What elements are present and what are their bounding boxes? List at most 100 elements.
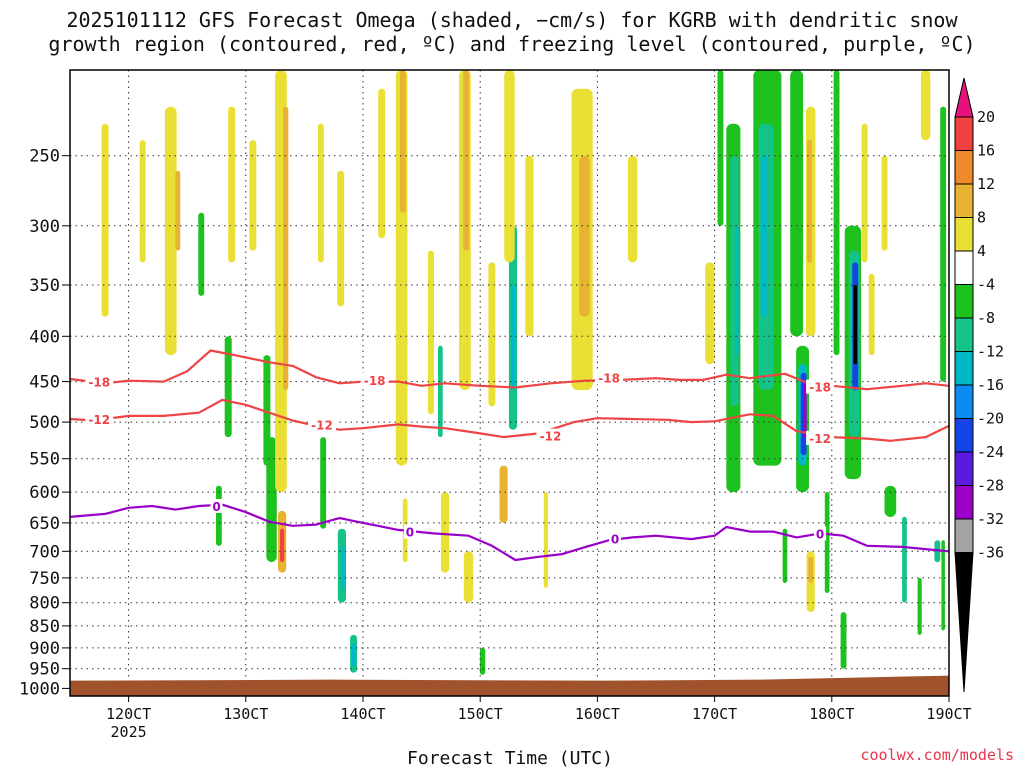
x-tick-label: 170CT [692, 705, 737, 723]
colorbar-label: 20 [977, 108, 995, 126]
x-tick-label: 160CT [575, 705, 620, 723]
x-tick-label: 120CT [106, 705, 151, 723]
omega-cell [853, 285, 857, 365]
contour-label: -12 [88, 413, 110, 427]
y-tick-label: 550 [29, 450, 60, 470]
colorbar-box [954, 451, 974, 486]
colorbar-label: -36 [977, 544, 1004, 562]
contour-label: -12 [311, 418, 333, 432]
omega-cell [627, 155, 638, 263]
colorbar-box [954, 317, 974, 352]
contour-label-bg [210, 499, 223, 513]
contour-label-bg [814, 526, 827, 541]
omega-cell [499, 465, 508, 523]
omega-cell [917, 577, 922, 635]
contour-label: -18 [809, 381, 831, 395]
y-tick-label: 500 [29, 413, 60, 433]
contour-label: -12 [540, 430, 562, 444]
omega-cell [263, 355, 271, 466]
contour-label: 0 [611, 533, 619, 547]
omega-cell [215, 485, 222, 546]
y-tick-label: 350 [29, 276, 60, 296]
plot-frame [69, 69, 950, 697]
omega-cell [164, 106, 177, 356]
omega-cell [902, 516, 907, 603]
omega-cell [579, 155, 590, 317]
y-tick-label: 950 [29, 660, 60, 680]
y-tick-label: 1000 [19, 679, 60, 699]
contour-label-bg [308, 417, 336, 432]
x-axis-title: Forecast Time (UTC) [407, 748, 613, 768]
y-tick-label: 900 [29, 639, 60, 659]
contours: -18 -18 -18 -18 -12 -12 -12 -12 0 0 0 0 [70, 349, 949, 562]
colorbar-box [954, 384, 974, 419]
contour-line [70, 398, 949, 442]
omega-cell [224, 336, 232, 438]
omega-cell [440, 492, 450, 573]
ground-surface [70, 675, 949, 696]
chart-title-line-2: growth region (contoured, red, ºC) and f… [48, 32, 976, 56]
x-tick-label: 150CT [458, 705, 503, 723]
colorbar: 20 16 12 8 4 -4 -8 -12 -16 -20 -24 -28 -32 -36 [954, 77, 1004, 693]
omega-cell [283, 106, 289, 390]
colorbar-label: -16 [977, 376, 1004, 394]
omega-cell [175, 170, 181, 251]
omega-cell [101, 123, 109, 317]
contour-label-bg [536, 428, 565, 443]
contour-label-bg [595, 370, 624, 385]
contour-label-bg [360, 372, 389, 387]
omega-cell [488, 262, 496, 407]
watermark: coolwx.com/models [860, 746, 1014, 764]
omega-cell [920, 70, 931, 141]
contour-label-bg [806, 379, 835, 394]
omega-cell [504, 70, 515, 263]
omega-cell [543, 492, 548, 588]
omega-cell [807, 140, 812, 263]
omega-cell [378, 88, 386, 239]
colorbar-label: -20 [977, 410, 1004, 428]
omega-cell [280, 528, 285, 563]
contour-label: -18 [364, 374, 386, 388]
colorbar-box [954, 351, 974, 386]
omega-cell [351, 643, 356, 667]
y-tick-label: 600 [29, 483, 60, 503]
omega-cell [525, 155, 534, 337]
omega-cell [341, 545, 345, 588]
omega-cell [824, 492, 830, 593]
omega-cell [337, 170, 345, 307]
omega-cell [479, 647, 486, 675]
contour-label-bg [806, 430, 835, 445]
omega-cell [881, 155, 888, 251]
y-tick-label: 850 [29, 617, 60, 637]
omega-cell [266, 437, 277, 563]
omega-cell [511, 285, 516, 390]
y-tick-label: 800 [29, 594, 60, 614]
colorbar-box [954, 116, 974, 151]
colorbar-box [954, 150, 974, 185]
colorbar-box [954, 518, 974, 553]
y-tick-label: 750 [29, 569, 60, 589]
omega-cell [735, 225, 739, 356]
omega-cell [317, 123, 324, 263]
colorbar-label: -8 [977, 309, 995, 327]
colorbar-box [954, 284, 974, 319]
colorbar-label: -28 [977, 477, 1004, 495]
contour-label: 0 [212, 500, 220, 514]
omega-cell [833, 70, 840, 356]
colorbar-box [954, 217, 974, 252]
omega-cell [249, 140, 257, 251]
colorbar-top-arrow [954, 77, 974, 118]
colorbar-box [954, 183, 974, 218]
omega-cell [428, 250, 434, 415]
colorbar-label: -24 [977, 443, 1004, 461]
colorbar-box [954, 250, 974, 285]
omega-cell [463, 70, 470, 251]
contour-label-bg [85, 374, 114, 389]
omega-cell [803, 381, 807, 438]
y-tick-label: 450 [29, 373, 60, 393]
colorbar-label: -32 [977, 510, 1004, 528]
contour-label: 0 [816, 527, 824, 541]
y-tick-label: 250 [29, 147, 60, 167]
